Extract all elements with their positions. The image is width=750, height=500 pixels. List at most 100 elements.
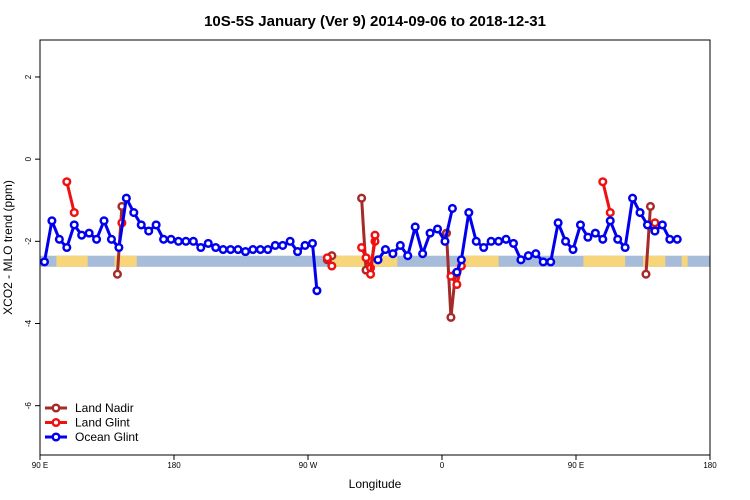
ocean-glint-point-0-5: [77, 230, 87, 240]
legend-item-ocean-glint: Ocean Glint: [45, 430, 139, 444]
land-segment-5: [643, 255, 666, 267]
land-glint-point-3-1: [361, 253, 371, 263]
ocean-glint-point-1-10: [447, 203, 457, 214]
land-nadir-point-4-1: [645, 201, 655, 211]
land-nadir-point-4-0: [641, 269, 651, 279]
land-nadir-line-4: [644, 206, 652, 275]
ocean-glint-point-2-24: [628, 193, 638, 203]
y-tick-label-4: -6: [24, 402, 33, 410]
ocean-glint-point-2-1: [456, 255, 466, 265]
ocean-glint-point-0-1: [47, 216, 57, 226]
y-tick-label-2: -2: [24, 237, 33, 245]
ocean-glint-point-0-16: [159, 234, 169, 244]
ocean-glint-point-0-33: [285, 236, 295, 246]
ocean-glint-point-1-9: [440, 236, 450, 246]
plot-frame: [39, 39, 711, 456]
x-tick-label-5: 180: [703, 461, 717, 470]
ocean-glint-point-2-29: [665, 234, 675, 244]
ocean-glint-point-0-15: [151, 220, 161, 230]
land-glint-point-2-0: [322, 253, 332, 263]
ocean-glint-point-2-9: [516, 255, 526, 265]
land-glint-point-0-0: [62, 177, 72, 187]
ocean-glint-point-1-4: [403, 251, 413, 261]
legend-label-1: Land Glint: [75, 416, 130, 430]
ocean-glint-point-0-8: [99, 216, 109, 226]
x-tick-label-4: 90 E: [568, 461, 584, 470]
land-glint-point-7-0: [650, 218, 660, 228]
legend-swatch-marker-0: [51, 403, 61, 413]
ocean-glint-point-0-29: [255, 245, 265, 255]
ocean-glint-point-2-21: [605, 216, 615, 226]
legend-swatch-marker-1: [51, 417, 61, 428]
legend-label-0: Land Nadir: [75, 401, 134, 415]
legend-swatch-marker-2: [51, 432, 61, 442]
land-glint-line-4: [369, 235, 377, 275]
ocean-glint-point-2-0: [452, 267, 462, 277]
ocean-glint-point-0-37: [312, 286, 322, 296]
ocean-glint-point-0-4: [69, 220, 79, 230]
land-segment-1: [114, 255, 137, 267]
ocean-glint-point-2-12: [538, 257, 548, 267]
land-glint-point-2-1: [327, 261, 337, 271]
legend-item-land-glint: Land Glint: [45, 416, 130, 430]
ocean-glint-point-2-28: [657, 220, 667, 230]
ocean-glint-point-0-30: [263, 245, 273, 255]
land-glint-point-3-0: [357, 242, 367, 253]
ocean-glint-point-2-30: [672, 234, 682, 244]
ocean-glint-point-0-2: [54, 234, 64, 244]
ocean-glint-point-1-3: [395, 240, 405, 250]
land-glint-point-0-1: [69, 208, 79, 218]
ocean-glint-point-2-6: [494, 236, 504, 246]
ocean-glint-point-2-17: [575, 220, 586, 230]
ocean-glint-point-0-12: [129, 208, 139, 218]
y-tick-label-3: -4: [24, 319, 33, 327]
ocean-glint-point-0-11: [121, 193, 131, 203]
y-axis: 2 0 -2 -4 -6: [24, 74, 40, 409]
ocean-glint-point-0-24: [218, 245, 228, 255]
ocean-glint-point-0-36: [307, 238, 318, 248]
x-axis-label: Longitude: [349, 477, 402, 491]
ocean-glint-point-2-5: [486, 236, 496, 246]
ocean-glint-point-2-27: [650, 226, 660, 236]
land-nadir-point-3-1: [446, 312, 456, 322]
y-tick-label-0: 2: [24, 74, 33, 79]
ocean-glint-point-1-2: [388, 249, 398, 259]
ocean-glint-point-2-10: [523, 251, 533, 261]
ocean-glint-point-0-6: [84, 228, 94, 238]
land-glint-point-6-0: [598, 177, 608, 187]
ocean-glint-point-0-32: [278, 240, 288, 250]
ocean-glint-point-2-11: [531, 249, 541, 259]
legend-label-2: Ocean Glint: [75, 430, 139, 444]
ocean-glint-point-2-19: [590, 228, 600, 238]
ocean-glint-point-0-0: [39, 257, 50, 267]
ocean-glint-point-2-3: [471, 236, 481, 246]
ocean-glint-point-2-8: [508, 238, 519, 248]
ocean-glint-point-0-14: [144, 226, 154, 236]
ocean-glint-point-1-1: [380, 245, 390, 255]
land-nadir-point-0-0: [112, 269, 122, 279]
ocean-glint-point-2-26: [642, 220, 653, 230]
ocean-glint-point-0-17: [166, 234, 176, 244]
ocean-glint-point-2-4: [479, 242, 489, 253]
ocean-glint-point-2-2: [464, 208, 474, 218]
ocean-glint-point-2-13: [546, 257, 556, 267]
ocean-glint-point-0-21: [196, 242, 206, 253]
land-segment-4: [583, 255, 626, 267]
ocean-glint-point-0-27: [240, 247, 251, 257]
x-axis: 90 E 180 90 W 0 90 E 180: [32, 455, 717, 470]
land-glint-point-6-1: [605, 208, 615, 218]
land-glint-point-5-1: [452, 279, 462, 290]
ocean-glint-point-2-22: [613, 234, 623, 244]
ocean-glint-point-1-5: [410, 222, 420, 232]
x-tick-label-3: 0: [440, 461, 445, 470]
ocean-glint-point-2-25: [635, 208, 645, 218]
x-tick-label-2: 90 W: [299, 461, 318, 470]
ocean-glint-point-1-7: [425, 228, 435, 238]
ocean-glint-point-2-16: [568, 245, 578, 255]
ocean-glint-point-2-18: [583, 232, 593, 242]
ocean-glint-point-2-14: [553, 218, 563, 228]
ocean-glint-point-0-25: [226, 245, 236, 255]
ocean-glint-point-0-26: [233, 245, 243, 255]
y-axis-label: XCO2 - MLO trend (ppm): [1, 180, 15, 315]
